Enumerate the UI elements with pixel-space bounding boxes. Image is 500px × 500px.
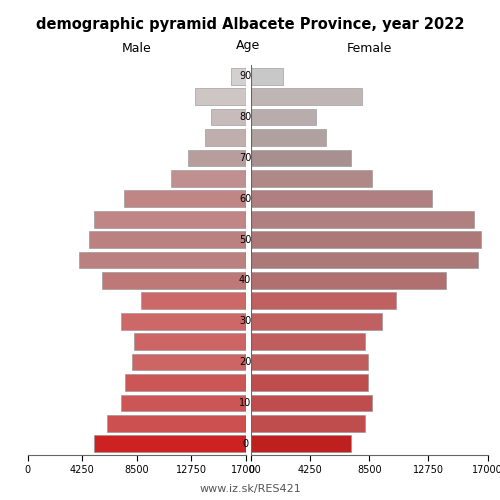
Bar [102,272,246,289]
Bar [134,334,246,350]
Text: demographic pyramid Albacete Province, year 2022: demographic pyramid Albacete Province, y… [36,18,464,32]
Bar [125,374,246,391]
Bar [140,292,246,309]
Bar [194,88,246,105]
Bar [251,129,326,146]
Bar [251,108,316,126]
Text: 10: 10 [239,398,251,408]
Text: 50: 50 [239,234,252,244]
Bar [107,415,246,432]
Bar [251,394,372,411]
Text: Female: Female [346,42,392,56]
Bar [89,231,246,248]
Text: www.iz.sk/RES421: www.iz.sk/RES421 [199,484,301,494]
Bar [251,68,283,84]
Bar [251,334,365,350]
Bar [94,436,246,452]
Bar [230,68,246,84]
Bar [124,190,246,207]
Bar [251,436,351,452]
Bar [251,211,474,228]
Bar [251,231,480,248]
Bar [251,88,362,105]
Bar [251,354,368,370]
Text: Age: Age [236,40,260,52]
Bar [79,252,246,268]
Bar [251,190,432,207]
Text: 70: 70 [239,153,252,163]
Bar [172,170,246,186]
Bar [122,313,246,330]
Bar [122,394,246,411]
Bar [251,170,372,186]
Bar [251,415,365,432]
Bar [94,211,246,228]
Bar [251,292,396,309]
Text: 40: 40 [239,276,251,285]
Bar [188,150,246,166]
Text: 0: 0 [242,439,248,449]
Text: 80: 80 [239,112,251,122]
Bar [251,252,478,268]
Bar [205,129,246,146]
Bar [251,313,382,330]
Bar [212,108,246,126]
Text: 20: 20 [239,357,252,367]
Bar [251,374,368,391]
Text: 90: 90 [239,71,251,81]
Text: 30: 30 [239,316,251,326]
Text: Male: Male [122,42,152,56]
Text: 60: 60 [239,194,251,203]
Bar [132,354,246,370]
Bar [251,150,351,166]
Bar [251,272,446,289]
